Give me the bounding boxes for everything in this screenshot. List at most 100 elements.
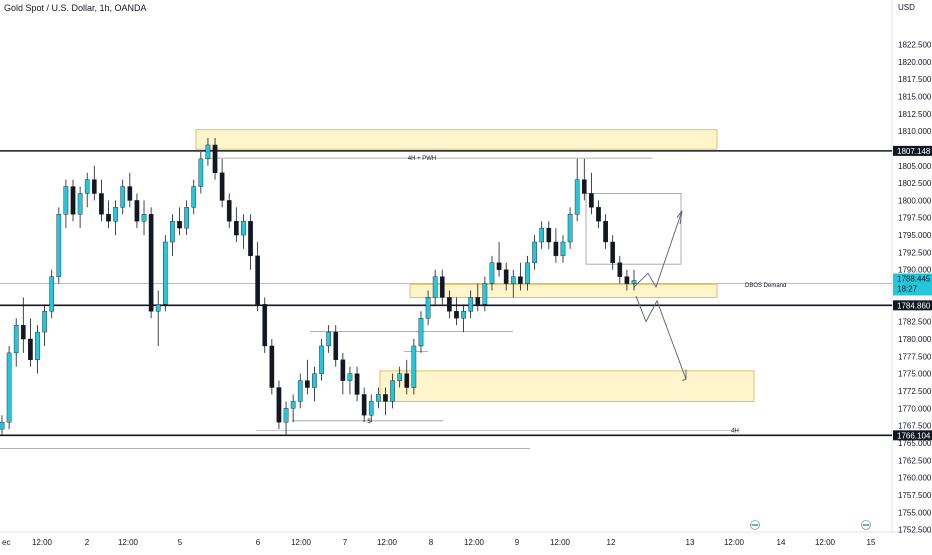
candle-body xyxy=(454,311,459,319)
candle-body xyxy=(248,221,253,257)
y-tick-label: 1772.500 xyxy=(898,387,932,396)
candle-body xyxy=(297,380,303,402)
y-tick-label: 1810.000 xyxy=(898,127,932,136)
candle-body xyxy=(262,304,268,347)
x-tick-label: 8 xyxy=(429,538,434,547)
candle-body xyxy=(170,221,175,243)
candle-body xyxy=(113,207,118,222)
price-tag-label: 1766.104 xyxy=(897,431,931,440)
candle-body xyxy=(397,373,402,381)
candle-body xyxy=(368,401,374,416)
candle-body xyxy=(361,394,367,416)
supply-demand-zone xyxy=(195,129,718,150)
candle-body xyxy=(305,380,310,388)
x-tick-label: 14 xyxy=(777,538,786,547)
candle-body xyxy=(70,186,76,215)
candle-body xyxy=(560,241,566,257)
candle-body xyxy=(290,401,296,409)
candle-body xyxy=(574,179,580,215)
y-tick-label: 1760.000 xyxy=(898,474,932,483)
candle-body xyxy=(553,241,559,257)
candle-body xyxy=(35,331,40,361)
x-tick-label: 2 xyxy=(85,538,90,547)
candle-body xyxy=(219,172,225,201)
y-tick-label: 1800.000 xyxy=(898,196,932,205)
candle-body xyxy=(404,373,410,388)
candle-body xyxy=(333,331,339,361)
candle-body xyxy=(212,144,218,173)
candle-body xyxy=(503,269,509,284)
candle-body xyxy=(127,186,133,201)
candle-body xyxy=(532,241,537,263)
y-tick-label: 1802.500 xyxy=(898,179,932,188)
price-tag xyxy=(893,300,932,311)
x-tick-label: 12:00 xyxy=(550,538,571,547)
candle-body xyxy=(99,193,104,215)
candle-body xyxy=(84,179,90,194)
price-tag xyxy=(893,273,932,296)
candle-body xyxy=(482,283,488,305)
y-tick-label: 1755.000 xyxy=(898,508,932,517)
candle-body xyxy=(624,276,630,284)
y-tick-label: 1790.000 xyxy=(898,266,932,275)
chart-annotation: 4H + PWH xyxy=(408,156,437,162)
projection-down-arrow-head xyxy=(681,369,687,382)
x-tick-label: 12 xyxy=(607,538,616,547)
candle-body xyxy=(134,200,140,222)
candle-body xyxy=(496,262,502,270)
candle-body xyxy=(198,158,204,187)
candle-body xyxy=(347,373,353,381)
candle-body xyxy=(191,186,197,208)
candle-body xyxy=(269,345,275,388)
candle-body xyxy=(141,214,147,222)
y-tick-label: 1820.000 xyxy=(898,58,932,67)
candle-body xyxy=(63,186,69,215)
price-tag xyxy=(893,430,932,441)
candle-body xyxy=(475,297,481,305)
x-tick-label: 12:00 xyxy=(377,538,398,547)
candle-body xyxy=(617,262,623,277)
chart-annotation: DBOS Demand xyxy=(745,283,786,289)
x-tick-label: 12:00 xyxy=(32,538,53,547)
y-tick-label: 1805.000 xyxy=(898,162,932,171)
candle-body xyxy=(567,214,573,243)
y-tick-label: 1782.500 xyxy=(898,318,932,327)
candle-body xyxy=(546,227,552,243)
candle-body xyxy=(77,193,83,215)
y-tick-label: 1780.000 xyxy=(898,335,932,344)
candle-body xyxy=(468,297,474,312)
x-tick-label: 15 xyxy=(867,538,876,547)
candle-body xyxy=(581,179,587,194)
candle-body xyxy=(589,193,594,208)
candle-body xyxy=(20,324,26,340)
candle-body xyxy=(234,221,239,236)
candle-body xyxy=(461,311,466,319)
projection-down-arrow xyxy=(635,295,687,380)
candle-body xyxy=(539,227,545,243)
candle-body xyxy=(525,262,530,284)
candle-body xyxy=(411,345,417,388)
candle-body xyxy=(13,324,19,354)
x-tick-label: 6 xyxy=(256,538,261,547)
chart-annotation: $ xyxy=(367,419,371,425)
candle-body xyxy=(596,207,601,222)
candle-body xyxy=(603,221,608,243)
candle-body xyxy=(610,241,616,263)
price-tag-countdown: 18:27 xyxy=(897,284,918,293)
y-tick-label: 1795.000 xyxy=(898,231,932,240)
candle-body xyxy=(0,421,5,430)
price-tag-label: 1788.445 xyxy=(897,274,931,283)
candle-body xyxy=(518,276,523,284)
y-tick-label: 1797.500 xyxy=(898,214,932,223)
candle-body xyxy=(390,380,395,402)
projection-up-arrow xyxy=(633,210,683,289)
candle-body xyxy=(510,276,516,284)
x-tick-label: 12:00 xyxy=(291,538,312,547)
y-tick-label: 1815.000 xyxy=(898,92,932,101)
candle-body xyxy=(283,408,289,423)
range-box xyxy=(585,193,682,265)
candle-body xyxy=(56,214,62,277)
candle-body xyxy=(276,387,282,423)
price-tag xyxy=(893,145,932,156)
